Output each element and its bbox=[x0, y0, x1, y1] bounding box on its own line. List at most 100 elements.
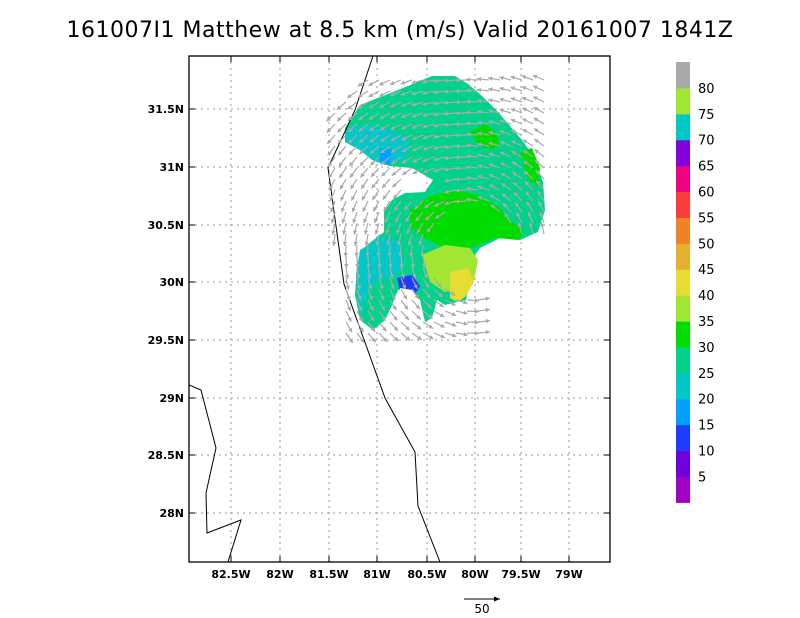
wind-arrowhead bbox=[337, 128, 342, 133]
wind-arrowhead bbox=[452, 333, 457, 338]
wind-arrowhead bbox=[401, 147, 407, 152]
wind-arrowhead bbox=[444, 100, 449, 105]
wind-arrowhead bbox=[474, 320, 479, 325]
wind-arrowhead bbox=[511, 140, 516, 145]
wind-arrowhead bbox=[424, 203, 429, 209]
wind-arrowhead bbox=[338, 162, 343, 167]
wind-arrowhead bbox=[426, 293, 431, 299]
wind-arrowhead bbox=[421, 263, 427, 268]
wind-arrowhead bbox=[500, 162, 505, 167]
wind-arrowhead bbox=[533, 107, 539, 112]
wind-arrowhead bbox=[355, 263, 360, 268]
wind-arrowhead bbox=[363, 218, 368, 224]
wind-arrowhead bbox=[433, 168, 438, 173]
wind-arrowhead bbox=[532, 74, 538, 79]
wind-arrowhead bbox=[440, 334, 446, 339]
wind-arrowhead bbox=[358, 306, 363, 311]
wind-arrowhead bbox=[412, 170, 418, 174]
wind-vectors bbox=[326, 74, 545, 344]
wind-arrowhead bbox=[412, 158, 417, 163]
wind-arrowhead bbox=[474, 309, 479, 314]
wind-arrowhead bbox=[524, 171, 529, 176]
wind-arrowhead bbox=[412, 147, 417, 152]
wind-arrowhead bbox=[422, 79, 427, 84]
wind-arrowhead bbox=[353, 230, 358, 235]
wind-arrowhead bbox=[393, 316, 398, 321]
colorbar-swatch bbox=[676, 243, 690, 270]
wind-arrowhead bbox=[466, 110, 471, 115]
wind-arrowhead bbox=[434, 202, 439, 207]
wind-arrowhead bbox=[499, 119, 505, 124]
wind-arrowhead bbox=[426, 228, 431, 233]
wind-arrowhead bbox=[455, 133, 460, 138]
colorbar-label: 5 bbox=[698, 470, 706, 485]
wind-arrowhead bbox=[451, 301, 456, 306]
wind-arrowhead bbox=[534, 139, 539, 144]
wind-arrowhead bbox=[466, 154, 471, 159]
lat-tick-label: 31N bbox=[159, 161, 184, 174]
wind-arrowhead bbox=[415, 304, 420, 310]
wind-arrowhead bbox=[477, 164, 482, 169]
wind-arrowhead bbox=[418, 240, 423, 246]
wind-arrowhead bbox=[485, 330, 490, 335]
longitude-axis: 82.5W 82W 81.5W 81W 80.5W 80W 79.5W 79W bbox=[211, 56, 583, 581]
wind-arrowhead bbox=[357, 93, 363, 98]
wind-arrowhead bbox=[402, 170, 407, 175]
wind-arrowhead bbox=[433, 156, 438, 162]
wind-arrowhead bbox=[463, 321, 468, 326]
color-scale-bar: 5 10 15 20 25 30 35 40 45 50 55 60 65 70 75 80 bbox=[676, 62, 715, 503]
wind-arrowhead bbox=[500, 151, 505, 156]
coastline-west bbox=[189, 384, 242, 562]
wind-arrowhead bbox=[521, 75, 527, 80]
wind-arrowhead bbox=[455, 177, 460, 182]
wind-arrowhead bbox=[410, 263, 416, 268]
wind-arrowhead bbox=[439, 313, 445, 318]
wind-arrowhead bbox=[463, 300, 468, 305]
wind-arrowhead bbox=[400, 102, 406, 107]
wind-band-30 bbox=[410, 190, 525, 250]
wind-arrowhead bbox=[466, 197, 471, 202]
wind-arrowhead bbox=[510, 86, 516, 91]
wind-arrowhead bbox=[526, 201, 531, 207]
wind-arrowhead bbox=[359, 338, 365, 343]
wind-arrowhead bbox=[422, 124, 427, 129]
wind-arrowhead bbox=[367, 274, 372, 279]
colorbar-label: 15 bbox=[698, 419, 715, 434]
wind-arrowhead bbox=[499, 108, 504, 113]
wind-arrowhead bbox=[477, 98, 482, 104]
wind-arrowhead bbox=[404, 315, 409, 320]
wind-arrowhead bbox=[407, 241, 412, 246]
wind-arrowhead bbox=[362, 207, 367, 212]
wind-arrowhead bbox=[425, 283, 430, 289]
wind-arrowhead bbox=[521, 86, 527, 91]
wind-arrowhead bbox=[336, 105, 342, 110]
wind-arrowhead bbox=[477, 142, 482, 147]
wind-arrowhead bbox=[511, 151, 517, 156]
wind-arrowhead bbox=[365, 252, 370, 257]
wind-arrowhead bbox=[427, 314, 433, 319]
wind-arrowhead bbox=[517, 222, 522, 228]
wind-arrowhead bbox=[455, 99, 460, 105]
wind-arrowhead bbox=[369, 126, 374, 132]
lat-tick-label: 30N bbox=[159, 276, 184, 289]
wind-arrowhead bbox=[348, 150, 354, 155]
wind-arrowhead bbox=[512, 182, 518, 187]
wind-arrowhead bbox=[364, 241, 369, 246]
wind-arrowhead bbox=[405, 217, 410, 223]
wind-arrowhead bbox=[398, 252, 403, 257]
colorbar-label: 50 bbox=[698, 237, 715, 252]
wind-arrowhead bbox=[522, 139, 528, 144]
lon-tick-label: 81.5W bbox=[309, 568, 348, 581]
lon-tick-label: 80.5W bbox=[407, 568, 446, 581]
lon-tick-label: 82W bbox=[266, 568, 293, 581]
wind-arrowhead bbox=[428, 335, 434, 339]
wind-arrowhead bbox=[451, 322, 457, 327]
wind-arrowhead bbox=[328, 173, 333, 179]
wind-arrowhead bbox=[404, 205, 409, 211]
wind-arrowhead bbox=[387, 252, 392, 257]
wind-arrowhead bbox=[401, 125, 406, 130]
wind-arrowhead bbox=[340, 196, 345, 201]
wind-arrowhead bbox=[455, 77, 460, 83]
wind-arrowhead bbox=[405, 325, 410, 331]
wind-arrowhead bbox=[331, 241, 337, 246]
